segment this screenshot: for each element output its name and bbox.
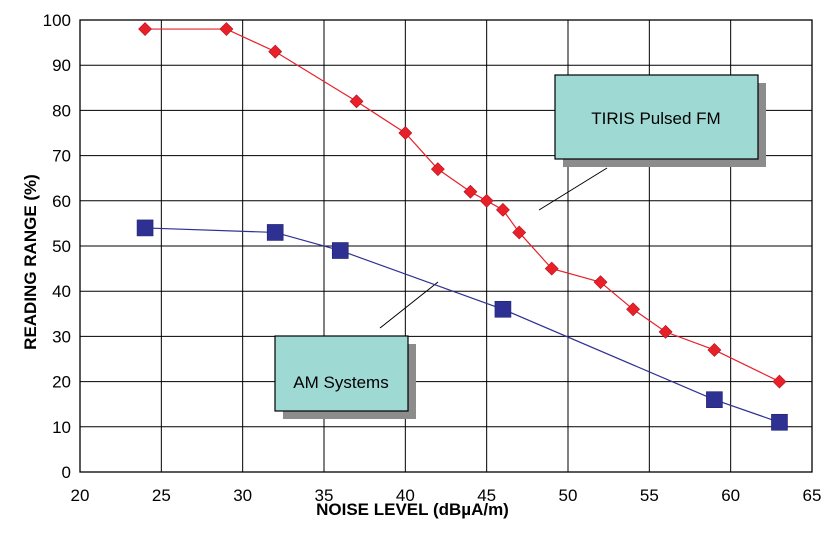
x-tick-label-8: 60 — [721, 486, 740, 505]
series-0-point-5 — [430, 162, 445, 177]
series-0-point-9 — [512, 225, 527, 240]
series-1-point-3 — [494, 300, 512, 318]
series-1-point-5 — [771, 413, 788, 431]
y-tick-label-1: 10 — [52, 418, 71, 437]
x-tick-label-3: 35 — [315, 486, 334, 505]
series-0-point-4 — [398, 126, 413, 140]
callout-pointer-0 — [538, 167, 608, 211]
y-tick-label-7: 70 — [52, 147, 71, 166]
x-tick-label-6: 50 — [559, 486, 578, 505]
series-line-1 — [145, 227, 780, 423]
y-tick-label-3: 30 — [52, 327, 71, 346]
x-tick-label-4: 40 — [396, 486, 415, 505]
series-0-point-7 — [479, 193, 494, 208]
x-tick-label-2: 30 — [233, 486, 252, 505]
callout-pointer-1 — [379, 281, 439, 329]
series-1-point-0 — [136, 219, 154, 237]
y-tick-label-8: 80 — [52, 101, 71, 120]
x-tick-label-7: 55 — [640, 486, 659, 505]
series-0-point-13 — [658, 324, 673, 339]
y-tick-label-9: 90 — [52, 56, 71, 75]
y-tick-label-4: 40 — [52, 282, 71, 301]
series-1-point-1 — [266, 224, 284, 241]
x-tick-label-5: 45 — [477, 486, 496, 505]
tick-labels: 20 25 30 35 40 45 50 55 60 65 0 10 20 30 40 50 60 70 80 90 1… — [43, 11, 822, 505]
series — [136, 22, 788, 431]
series-0-point-0 — [138, 22, 152, 36]
callouts: TIRIS Pulsed FM AM Systems — [274, 74, 766, 419]
callout-box-0 — [554, 74, 759, 160]
series-0-point-2 — [268, 44, 283, 59]
series-label-0: TIRIS Pulsed FM — [591, 109, 720, 128]
series-0-point-8 — [496, 202, 510, 217]
plot-frame — [79, 19, 813, 473]
series-0-point-14 — [707, 343, 722, 357]
series-0-point-11 — [593, 275, 608, 290]
series-1-point-4 — [706, 391, 723, 408]
y-tick-label-6: 60 — [52, 192, 71, 211]
series-0-point-10 — [544, 261, 559, 276]
y-tick-label-2: 20 — [52, 373, 71, 392]
x-axis-title: NOISE LEVEL (dBµA/m) — [316, 500, 509, 519]
series-label-1: AM Systems — [293, 373, 388, 392]
series-line-0 — [145, 28, 780, 383]
y-tick-label-10: 100 — [43, 11, 71, 30]
series-0-point-6 — [463, 184, 478, 199]
series-0-point-15 — [772, 374, 787, 389]
series-0-point-3 — [349, 94, 364, 109]
x-tick-label-0: 20 — [71, 486, 90, 505]
callout-box-1 — [274, 335, 409, 412]
y-axis-title: READING RANGE (%) — [21, 174, 40, 350]
series-0-point-12 — [626, 302, 640, 317]
series-0-point-1 — [219, 22, 234, 36]
x-tick-label-9: 65 — [803, 486, 822, 505]
grid — [79, 19, 813, 473]
y-tick-label-0: 0 — [62, 463, 71, 482]
y-tick-label-5: 50 — [52, 237, 71, 256]
x-tick-label-1: 25 — [152, 486, 171, 505]
series-1-point-2 — [331, 242, 349, 259]
